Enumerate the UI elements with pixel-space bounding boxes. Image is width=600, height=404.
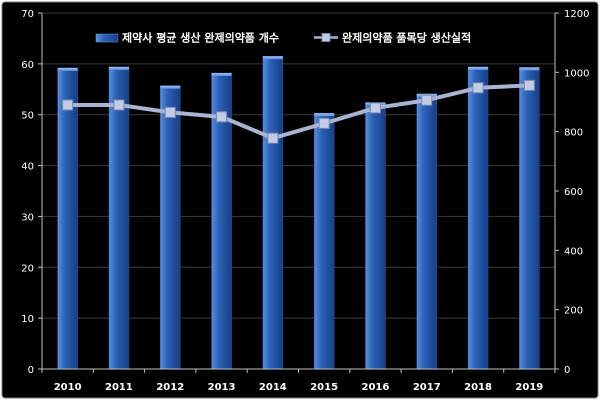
line-point bbox=[421, 94, 433, 106]
line-point bbox=[216, 111, 228, 123]
bar-top-highlight bbox=[108, 66, 129, 70]
bar bbox=[467, 66, 489, 370]
x-tick-label: 2014 bbox=[259, 382, 287, 393]
y-right-tick-label: 400 bbox=[564, 246, 583, 257]
axes: 0 10 20 30 40 50 60 70 0 200 400 600 800 1000 1200 2010… bbox=[21, 9, 589, 393]
bar bbox=[262, 55, 284, 370]
legend-line-marker bbox=[321, 33, 331, 42]
bar-top-highlight bbox=[468, 66, 489, 70]
legend-bar-label: 제약사 평균 생산 완제의약품 개수 bbox=[122, 31, 279, 45]
y-right-tick-label: 1000 bbox=[564, 68, 589, 79]
line-point bbox=[267, 132, 279, 144]
bar-top-highlight bbox=[314, 113, 335, 117]
bar-top-highlight bbox=[519, 67, 540, 71]
y-right-tick-label: 0 bbox=[564, 365, 570, 376]
x-tick-label: 2013 bbox=[208, 382, 236, 393]
y-right-tick-label: 200 bbox=[564, 306, 583, 317]
bar-top-highlight bbox=[211, 73, 232, 77]
line-point bbox=[472, 82, 484, 94]
line-series bbox=[62, 79, 535, 144]
y-right-tick-label: 800 bbox=[564, 128, 583, 139]
y-left-tick-label: 40 bbox=[21, 162, 34, 173]
bar bbox=[160, 85, 181, 370]
legend-bar-swatch bbox=[95, 33, 119, 43]
line-point bbox=[523, 79, 535, 91]
y-left-tick-label: 20 bbox=[21, 263, 34, 274]
bar-top-highlight bbox=[262, 56, 283, 60]
y-left-tick-label: 0 bbox=[28, 365, 34, 376]
x-tick-label: 2019 bbox=[515, 382, 543, 393]
x-tick-label: 2016 bbox=[362, 382, 390, 393]
legend-line-label: 완제의약품 품목당 생산실적 bbox=[342, 31, 471, 45]
x-tick-label: 2011 bbox=[105, 382, 133, 393]
y-left-tick-label: 70 bbox=[21, 9, 34, 20]
bar-top-highlight bbox=[160, 85, 181, 89]
bar bbox=[519, 67, 540, 370]
y-left-tick-label: 60 bbox=[21, 60, 34, 71]
line-point bbox=[318, 117, 330, 129]
line-point bbox=[62, 99, 74, 111]
bar bbox=[57, 67, 78, 370]
bar bbox=[416, 93, 437, 370]
line-point bbox=[369, 102, 381, 114]
x-tick-label: 2012 bbox=[156, 382, 184, 393]
bar bbox=[365, 102, 386, 370]
bar bbox=[108, 66, 130, 370]
y-left-tick-label: 10 bbox=[21, 314, 34, 325]
line-path bbox=[67, 83, 530, 141]
bar bbox=[313, 112, 335, 370]
y-left-tick-label: 30 bbox=[21, 212, 34, 223]
y-left-tick-label: 50 bbox=[21, 111, 34, 122]
bar-top-highlight bbox=[57, 67, 78, 71]
y-right-tick-label: 600 bbox=[564, 187, 583, 198]
x-tick-label: 2010 bbox=[54, 382, 82, 393]
y-right-tick-label: 1200 bbox=[564, 9, 589, 20]
x-tick-label: 2017 bbox=[413, 382, 441, 393]
line-point bbox=[164, 106, 176, 118]
x-tick-label: 2015 bbox=[310, 382, 338, 393]
line-point bbox=[113, 99, 125, 111]
x-tick-label: 2018 bbox=[464, 382, 492, 393]
bar-series bbox=[57, 55, 540, 370]
legend: 제약사 평균 생산 완제의약품 개수 완제의약품 품목당 생산실적 bbox=[95, 31, 471, 45]
